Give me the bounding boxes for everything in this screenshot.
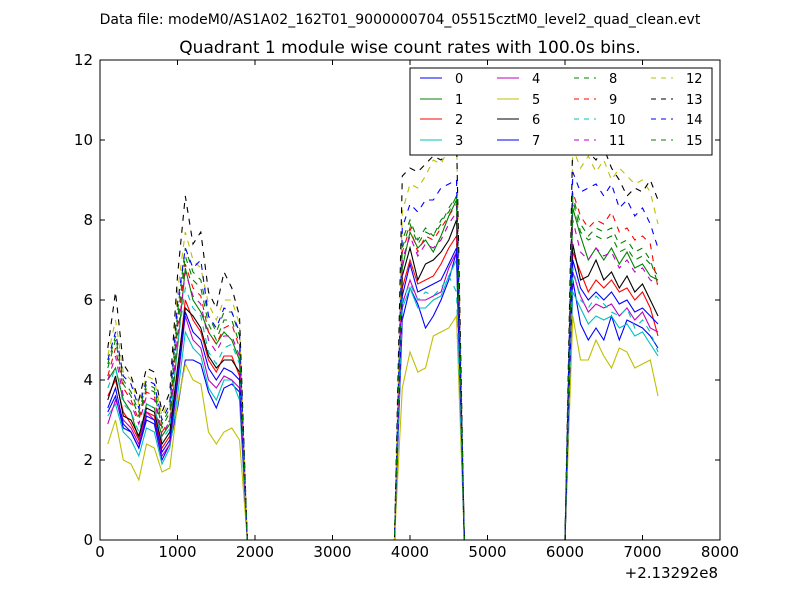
x-tick-label: 0 <box>95 543 105 561</box>
legend-label-4: 4 <box>532 72 540 87</box>
x-tick-label: 8000 <box>701 543 739 561</box>
y-tick-label: 12 <box>74 51 93 69</box>
legend-label-7: 7 <box>532 134 540 149</box>
x-tick-label: 4000 <box>391 543 429 561</box>
legend-label-10: 10 <box>609 113 626 128</box>
y-tick-label: 8 <box>83 211 93 229</box>
suptitle: Data file: modeM0/AS1A02_162T01_90000007… <box>100 12 701 28</box>
y-tick-label: 4 <box>83 371 93 389</box>
legend-label-9: 9 <box>609 93 617 108</box>
legend-label-13: 13 <box>686 93 703 108</box>
x-tick-label: 2000 <box>236 543 274 561</box>
legend-label-2: 2 <box>455 113 463 128</box>
legend-label-5: 5 <box>532 93 540 108</box>
x-offset-label: +2.13292e8 <box>625 564 718 582</box>
y-tick-label: 6 <box>83 291 93 309</box>
legend-label-12: 12 <box>686 72 703 87</box>
y-tick-label: 0 <box>83 531 93 549</box>
tick-layer: 0 1000 2000 3000 4000 5000 6000 7000 80000246810… <box>74 51 739 561</box>
legend-label-11: 11 <box>609 134 626 149</box>
legend-label-8: 8 <box>609 72 617 87</box>
legend-label-0: 0 <box>455 72 463 87</box>
legend-label-1: 1 <box>455 93 463 108</box>
x-tick-label: 1000 <box>158 543 196 561</box>
y-tick-label: 10 <box>74 131 93 149</box>
x-tick-label: 5000 <box>468 543 506 561</box>
series-line-8 <box>107 194 659 541</box>
legend-label-3: 3 <box>455 134 463 149</box>
legend-label-14: 14 <box>686 113 703 128</box>
chart-title: Quadrant 1 module wise count rates with … <box>179 38 640 58</box>
y-tick-label: 2 <box>83 451 93 469</box>
x-tick-label: 3000 <box>313 543 351 561</box>
legend-label-6: 6 <box>532 113 540 128</box>
x-tick-label: 6000 <box>546 543 584 561</box>
legend-label-15: 15 <box>686 134 703 149</box>
x-tick-label: 7000 <box>623 543 661 561</box>
